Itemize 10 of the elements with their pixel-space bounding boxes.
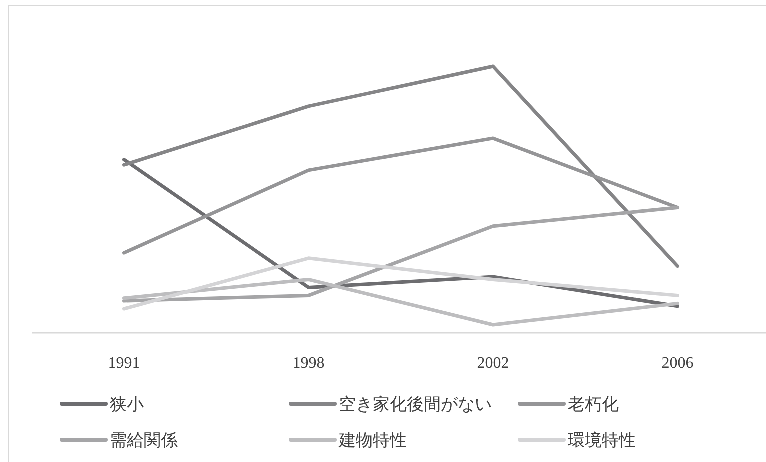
legend-label: 老朽化 xyxy=(568,395,619,414)
x-tick-label: 1991 xyxy=(108,355,140,372)
x-tick-label: 1998 xyxy=(292,355,325,372)
legend-label: 環境特性 xyxy=(568,431,636,450)
legend-label: 狭小 xyxy=(110,395,144,414)
x-tick-label: 2006 xyxy=(662,355,694,372)
legend-label: 需給関係 xyxy=(110,431,178,450)
legend-label: 空き家化後間がない xyxy=(339,395,492,414)
legend-label: 建物特性 xyxy=(338,431,407,450)
x-tick-label: 2002 xyxy=(477,355,510,372)
